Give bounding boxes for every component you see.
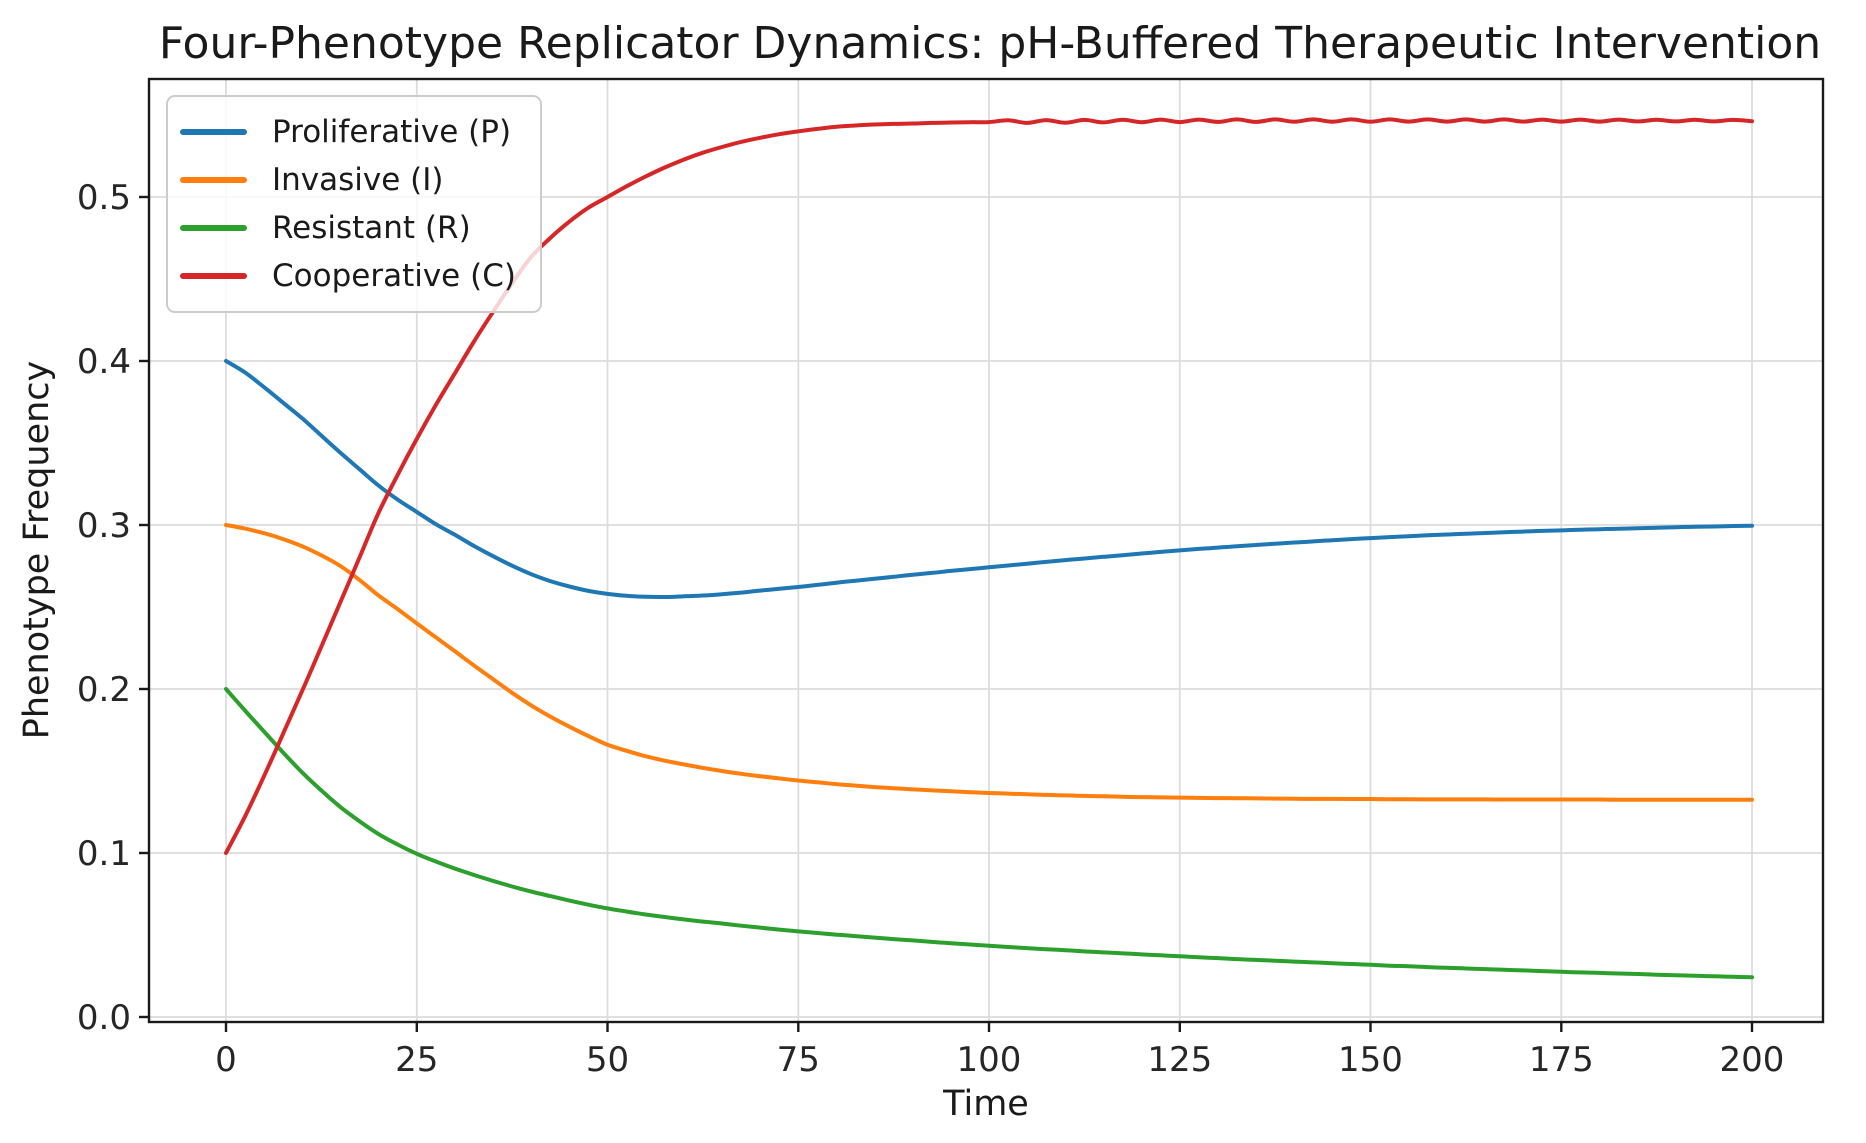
x-axis-label: Time <box>943 1084 1029 1124</box>
legend-line-swatch-cooperative <box>180 273 247 279</box>
series-line-cooperative-c <box>224 117 1754 855</box>
plot-border <box>147 77 1825 1024</box>
y-tick-label: 0.2 <box>77 670 131 710</box>
y-tick-label: 0.5 <box>77 178 131 218</box>
legend-label: Resistant (R) <box>272 210 471 246</box>
x-tick-label: 175 <box>1529 1040 1594 1080</box>
legend-label: Cooperative (C) <box>272 258 516 294</box>
x-tick-label: 125 <box>1147 1040 1212 1080</box>
x-tick-label: 50 <box>586 1040 629 1080</box>
legend-item-proliferative: Proliferative (P) <box>180 108 516 156</box>
series-lines <box>224 117 1754 980</box>
x-tick-label: 75 <box>777 1040 820 1080</box>
y-tick-label: 0.0 <box>77 998 131 1038</box>
legend-label: Proliferative (P) <box>272 114 512 150</box>
x-tick-label: 25 <box>395 1040 438 1080</box>
y-axis-label: Phenotype Frequency <box>17 360 57 740</box>
legend-line-swatch-invasive <box>180 177 247 183</box>
x-tick-label: 0 <box>215 1040 237 1080</box>
legend-line-swatch-proliferative <box>180 129 247 135</box>
series-line-invasive-i <box>224 523 1754 802</box>
legend-item-cooperative: Cooperative (C) <box>180 252 516 300</box>
y-tick-label: 0.4 <box>77 342 131 382</box>
legend-line-swatch-resistant <box>180 225 247 231</box>
axis-ticks: 0 25 50 75 100 125 150 175 200 0.0 0.1 0.2 0.3 0.4 0.5 <box>77 178 1785 1080</box>
y-tick-label: 0.1 <box>77 834 131 874</box>
chart-title: Four-Phenotype Replicator Dynamics: pH-B… <box>158 18 1822 69</box>
y-tick-label: 0.3 <box>77 506 131 546</box>
legend: Proliferative (P) Invasive (I) Resistant… <box>166 95 542 313</box>
x-tick-label: 200 <box>1720 1040 1785 1080</box>
series-line-resistant-r <box>224 687 1754 980</box>
x-tick-label: 150 <box>1338 1040 1403 1080</box>
legend-item-invasive: Invasive (I) <box>180 156 516 204</box>
legend-item-resistant: Resistant (R) <box>180 204 516 252</box>
legend-label: Invasive (I) <box>272 162 444 198</box>
series-line-proliferative-p <box>224 359 1754 600</box>
x-tick-label: 100 <box>957 1040 1022 1080</box>
